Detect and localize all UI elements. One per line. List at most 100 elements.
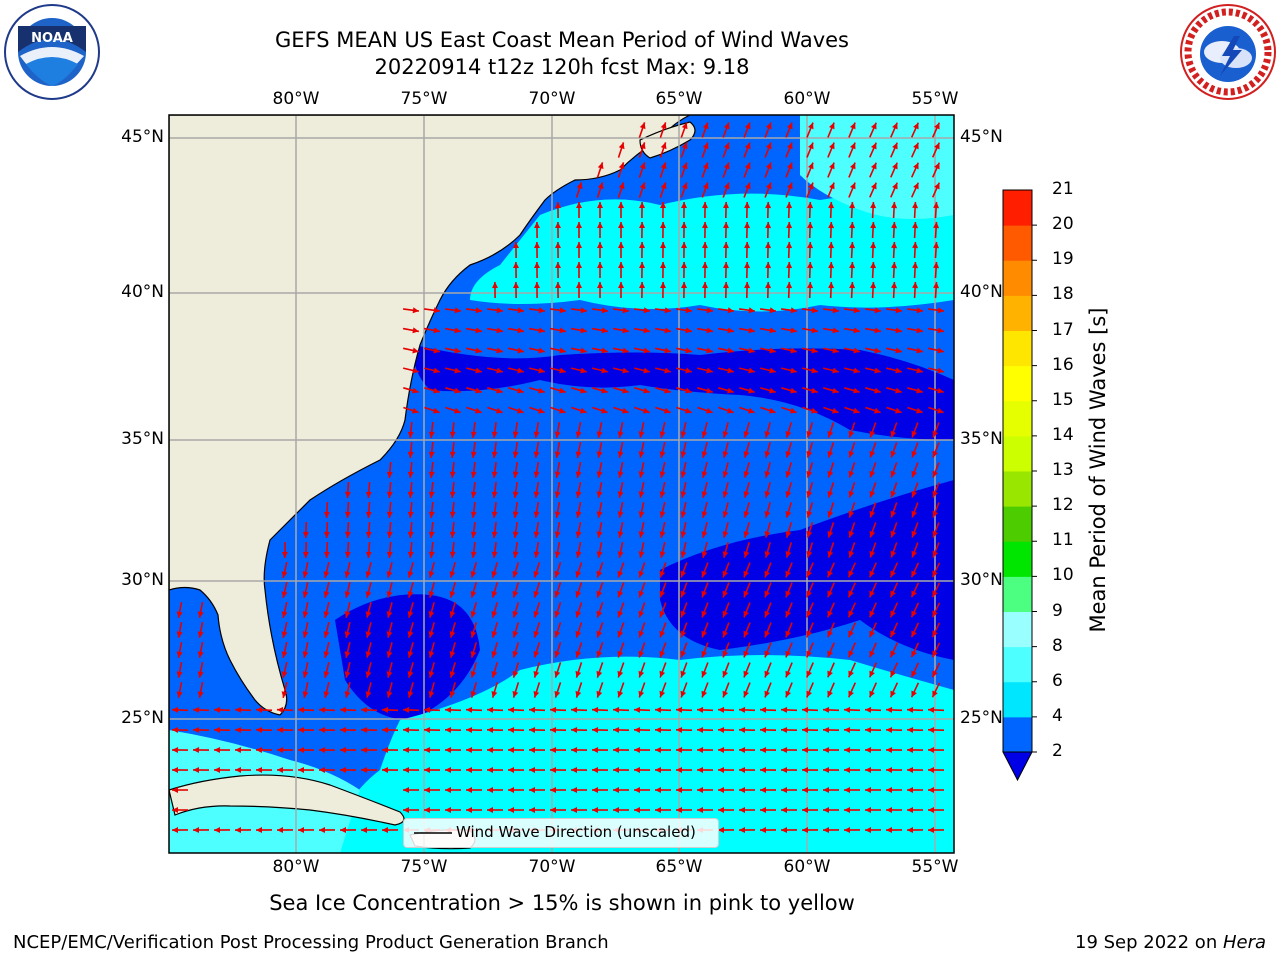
wind-arrow-head [449, 471, 456, 478]
wind-arrow-head [571, 706, 578, 713]
wind-arrow-head [323, 671, 330, 678]
wind-arrow-head [517, 327, 524, 334]
wind-arrow-head [743, 610, 749, 618]
wind-arrow-head [340, 727, 347, 733]
wind-arrow-head [874, 407, 881, 414]
wind-arrow-head [722, 431, 729, 438]
wind-arrow-head [685, 347, 692, 354]
wind-arrow-head [533, 431, 540, 438]
wind-arrow-head [886, 827, 892, 833]
wind-arrow-head [533, 531, 540, 538]
wind-arrow-head [913, 122, 919, 130]
wind-arrow-head [912, 202, 919, 209]
wind-arrow-head [802, 706, 809, 713]
wind-arrow-head [575, 630, 582, 638]
wind-arrow-head [596, 690, 603, 698]
wind-arrow-head [454, 407, 461, 414]
wind-arrow-head [613, 706, 620, 713]
wind-arrow-head [487, 807, 493, 813]
lat-label-left: 35°N [121, 429, 164, 449]
wind-arrow-head [597, 182, 604, 189]
wind-arrow-head [491, 451, 498, 458]
wind-arrow-head [869, 470, 876, 478]
wind-arrow-head [618, 262, 624, 268]
wind-arrow-head [613, 807, 619, 813]
wind-arrow-head [550, 747, 557, 753]
wind-arrow-head [659, 491, 666, 498]
wind-arrow-head [895, 307, 902, 314]
wind-arrow-head [554, 571, 561, 578]
wind-arrow-head [848, 610, 854, 618]
wind-arrow-head [823, 706, 830, 713]
wind-arrow-head [911, 670, 917, 678]
wind-arrow-head [702, 262, 708, 269]
wind-arrow-head [424, 787, 430, 793]
wind-arrow-head [827, 431, 834, 438]
wind-arrow-head [617, 610, 624, 618]
wind-arrow-head [764, 690, 770, 698]
wind-arrow-head [445, 807, 451, 813]
wind-arrow-head [475, 367, 482, 374]
wind-arrow-head [638, 451, 645, 458]
wind-arrow-head [197, 631, 204, 638]
wind-arrow-head [848, 590, 854, 598]
wind-arrow-head [617, 491, 624, 498]
wind-arrow-head [433, 347, 440, 354]
lon-label-bottom: 60°W [783, 857, 831, 877]
wind-arrow-head [365, 491, 372, 498]
wind-arrow-head [512, 431, 519, 438]
wind-arrow-head [869, 630, 875, 638]
wind-arrow-head [760, 747, 767, 753]
wind-arrow-head [235, 706, 242, 713]
wind-arrow-head [428, 451, 435, 458]
wind-arrow-head [613, 747, 620, 753]
wind-arrow-head [871, 182, 877, 190]
wind-arrow-head [622, 347, 629, 354]
ocean-band-south [330, 655, 954, 853]
wind-arrow-head [916, 307, 923, 314]
wind-arrow-head [785, 610, 791, 618]
wind-arrow-head [571, 767, 577, 773]
wind-arrow-head [932, 570, 938, 578]
wind-arrow-head [596, 431, 603, 438]
wind-arrow-head [827, 531, 834, 538]
wind-arrow-head [811, 367, 818, 374]
colorbar-tick-label: 2 [1052, 741, 1063, 761]
wind-arrow-head [869, 510, 876, 518]
wind-arrow-head [802, 787, 808, 793]
wind-arrow-head [193, 827, 199, 833]
colorbar-title: Mean Period of Wind Waves [s] [1086, 307, 1110, 633]
wind-arrow-head [828, 242, 835, 249]
wind-arrow-head [848, 470, 855, 478]
wind-arrow-head [407, 491, 414, 498]
wind-arrow-head [512, 511, 519, 518]
wind-arrow-head [853, 307, 860, 314]
wind-arrow-head [659, 610, 666, 618]
wind-arrow-head [193, 706, 200, 713]
wind-arrow-head [890, 630, 896, 638]
wind-arrow-head [634, 706, 641, 713]
wind-arrow-head [676, 807, 682, 813]
wind-arrow-head [701, 431, 708, 438]
wind-arrow-head [601, 407, 608, 414]
wind-arrow-head [470, 431, 477, 438]
wind-arrow-head [870, 262, 877, 269]
wind-arrow-head [765, 202, 772, 209]
wind-arrow-head [386, 571, 393, 578]
wind-arrow-head [828, 282, 835, 289]
wind-arrow-head [617, 431, 624, 438]
wind-arrow-head [470, 611, 477, 618]
wind-arrow-head [323, 651, 330, 658]
wind-arrow-head [685, 407, 692, 414]
wind-arrow-head [655, 727, 662, 733]
land-north-america [169, 115, 691, 716]
wind-arrow-head [592, 706, 599, 713]
wind-arrow-head [575, 570, 582, 578]
wind-arrow-head [928, 767, 934, 773]
wind-arrow-head [533, 631, 540, 638]
wind-arrow-head [412, 307, 419, 314]
wind-arrow-head [638, 630, 645, 638]
wind-arrow-head [618, 142, 625, 150]
wind-arrow-head [785, 471, 792, 478]
wind-arrow-head [781, 727, 788, 733]
